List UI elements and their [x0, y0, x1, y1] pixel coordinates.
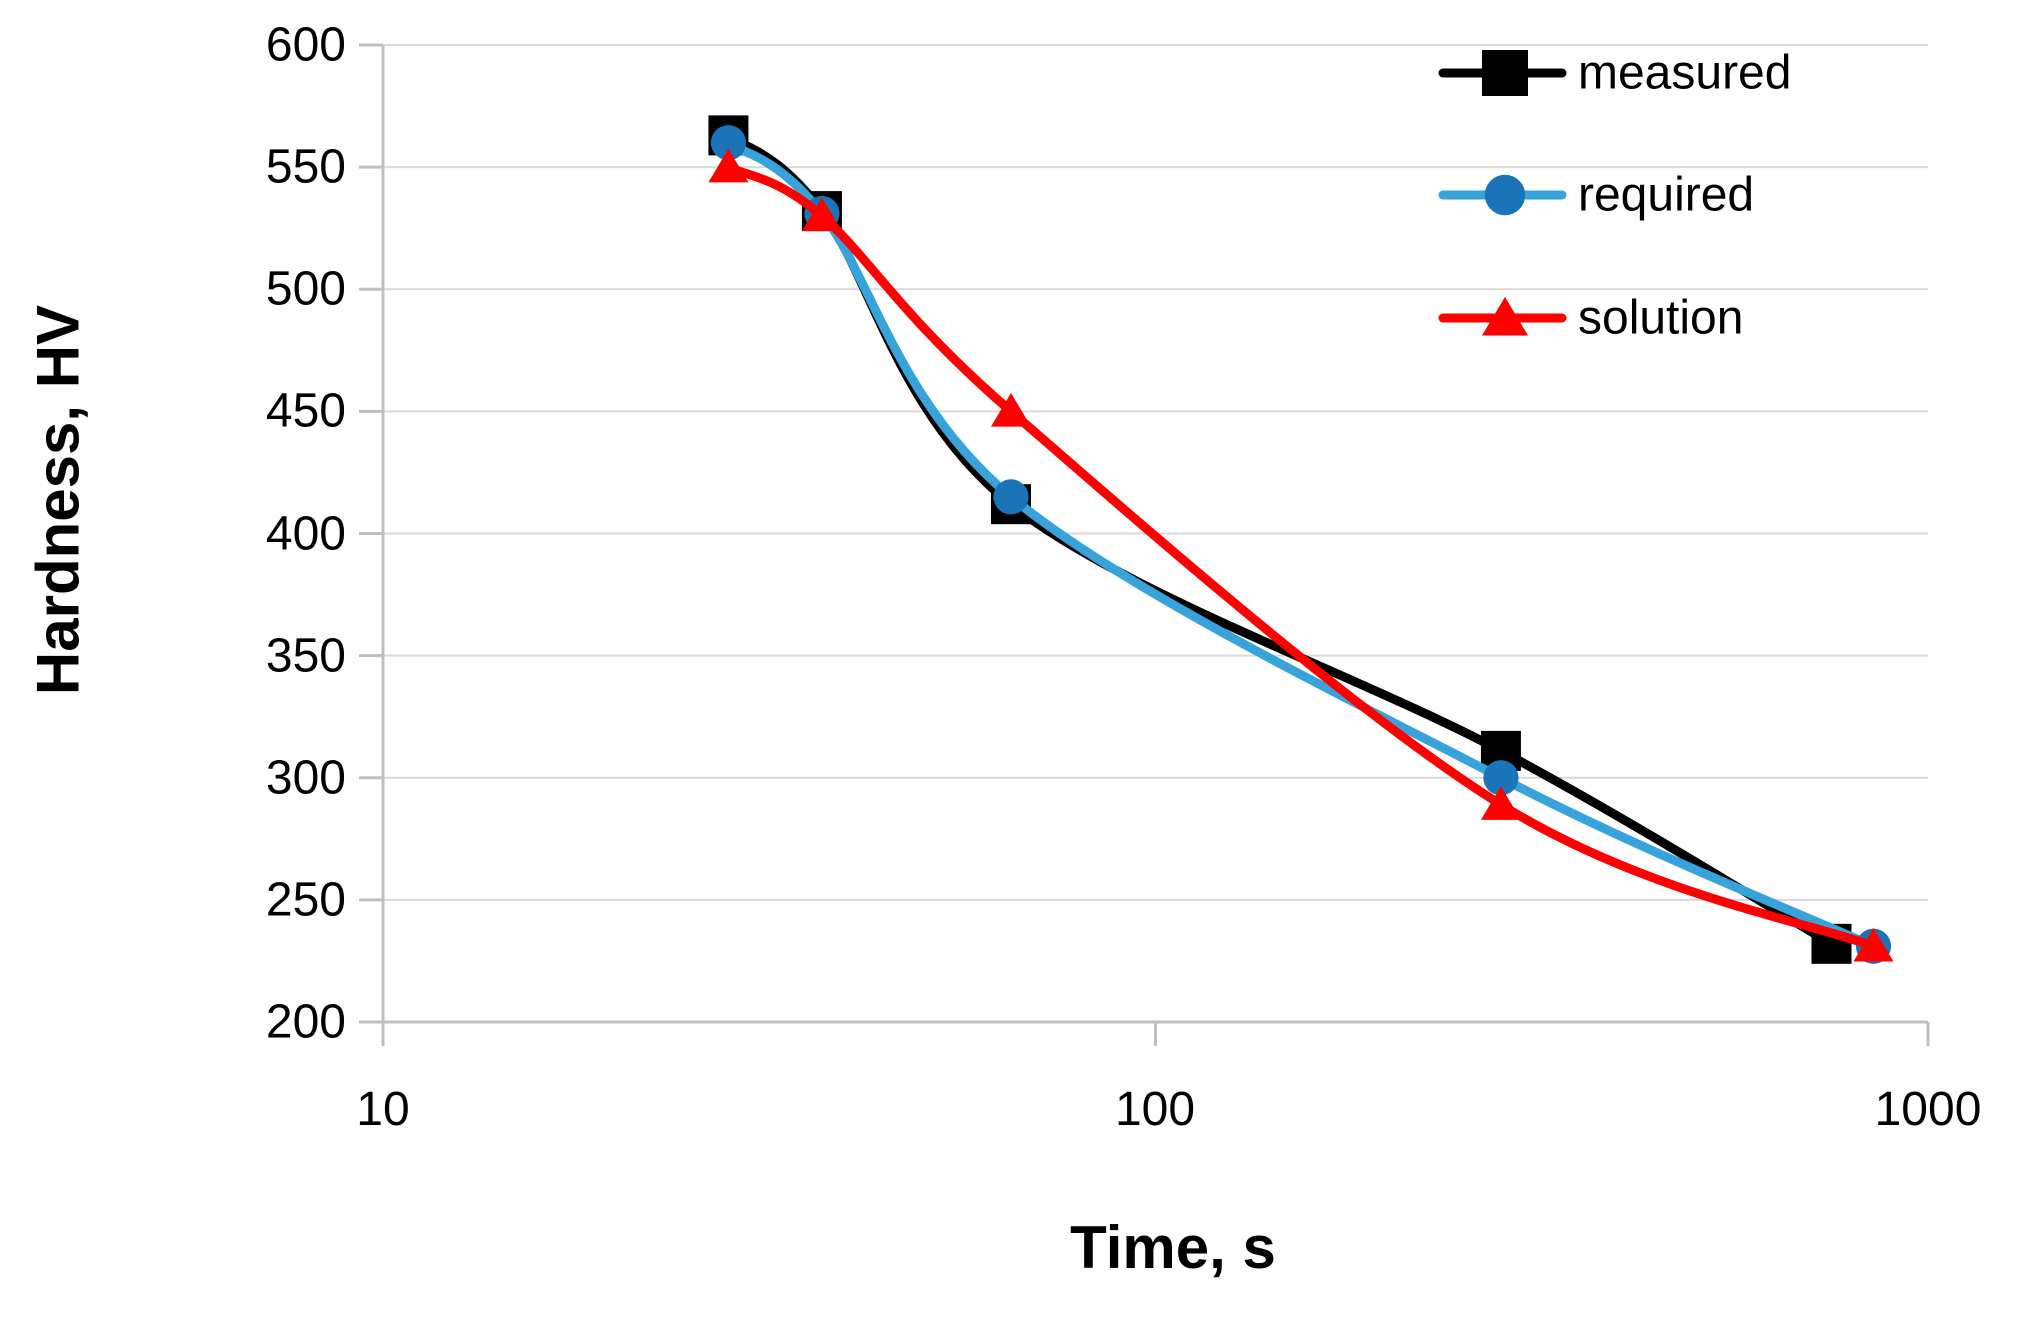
x-axis-tick-labels: 10 100 1000	[356, 1083, 1981, 1136]
data-point-required-2	[993, 479, 1029, 515]
data-point-solution-4	[1853, 927, 1894, 962]
x-axis-title: Time, s	[1070, 1214, 1276, 1281]
y-axis-title: Hardness, HV	[25, 305, 92, 695]
x-tick-label-1000: 1000	[1875, 1083, 1982, 1136]
legend-marker-required	[1484, 174, 1526, 216]
legend-label-measured: measured	[1578, 47, 1791, 100]
legend-marker-layer	[1438, 50, 1567, 336]
data-point-solution-1	[801, 197, 842, 232]
legend: measured required solution	[1438, 47, 1791, 345]
data-point-required-0	[710, 125, 747, 161]
y-tick-label-250: 250	[266, 874, 346, 927]
series-line-measured	[723, 130, 1836, 949]
series-layer	[708, 115, 1894, 964]
y-tick-label-550: 550	[266, 141, 346, 194]
y-axis-tick-labels: 600 550 500 450 400 350 300 250 200	[266, 19, 346, 1049]
y-tick-label-600: 600	[266, 19, 346, 72]
series-line-required	[723, 138, 1878, 951]
data-point-solution-0	[708, 148, 749, 183]
grid-layer	[359, 43, 1930, 1046]
y-tick-label-300: 300	[266, 752, 346, 805]
x-tick-label-100: 100	[1115, 1083, 1195, 1136]
y-tick-label-400: 400	[266, 508, 346, 561]
y-tick-label-350: 350	[266, 630, 346, 683]
legend-label-solution: solution	[1578, 292, 1743, 345]
data-point-solution-2	[990, 392, 1031, 427]
data-point-solution-3	[1480, 786, 1521, 820]
legend-marker-measured	[1482, 50, 1528, 96]
y-tick-label-500: 500	[266, 263, 346, 316]
data-point-required-3	[1483, 760, 1519, 796]
y-tick-label-200: 200	[266, 996, 346, 1049]
series-line-solution	[723, 162, 1878, 951]
legend-marker-solution	[1482, 296, 1528, 336]
legend-label-required: required	[1578, 169, 1754, 222]
y-tick-label-450: 450	[266, 385, 346, 438]
x-tick-label-10: 10	[356, 1083, 409, 1136]
